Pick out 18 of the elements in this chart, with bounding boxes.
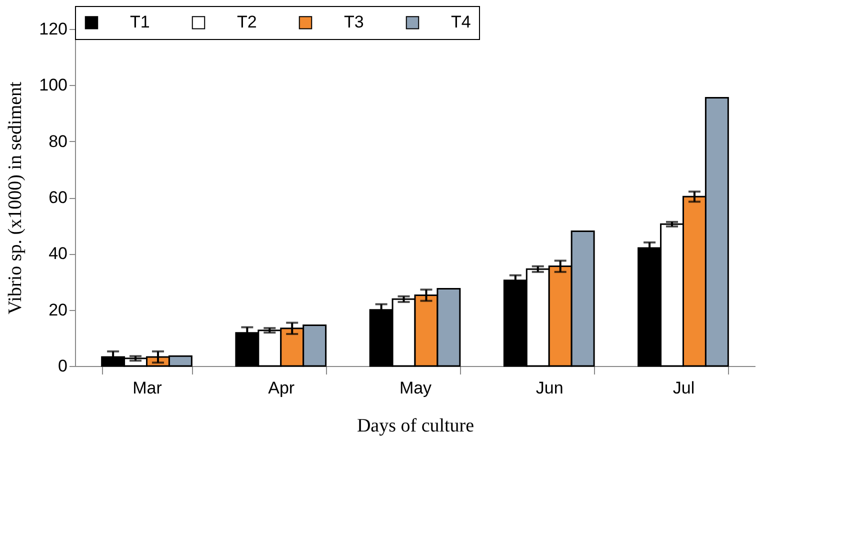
x-tick-label: Jul (672, 378, 695, 398)
x-tick-label: May (399, 378, 432, 398)
legend-label: T1 (130, 12, 150, 32)
y-tick-label: 80 (48, 132, 68, 151)
legend-label: T3 (344, 12, 364, 32)
y-tick-label: 100 (39, 76, 68, 95)
y-tick-label: 60 (48, 188, 68, 207)
x-tick-label: Jun (536, 378, 564, 398)
x-tick-label: Mar (132, 378, 162, 398)
x-axis-title: Days of culture (356, 416, 474, 436)
y-tick-label: 0 (58, 356, 68, 376)
legend-label: T4 (451, 12, 471, 32)
y-tick-label: 20 (48, 300, 68, 320)
y-axis-title: Vibrio sp. (x1000) in sediment (5, 80, 26, 314)
y-tick-label: 120 (39, 20, 68, 38)
x-tick-label: Apr (268, 378, 295, 398)
legend-label: T2 (237, 12, 257, 32)
y-tick-label: 40 (48, 244, 68, 264)
